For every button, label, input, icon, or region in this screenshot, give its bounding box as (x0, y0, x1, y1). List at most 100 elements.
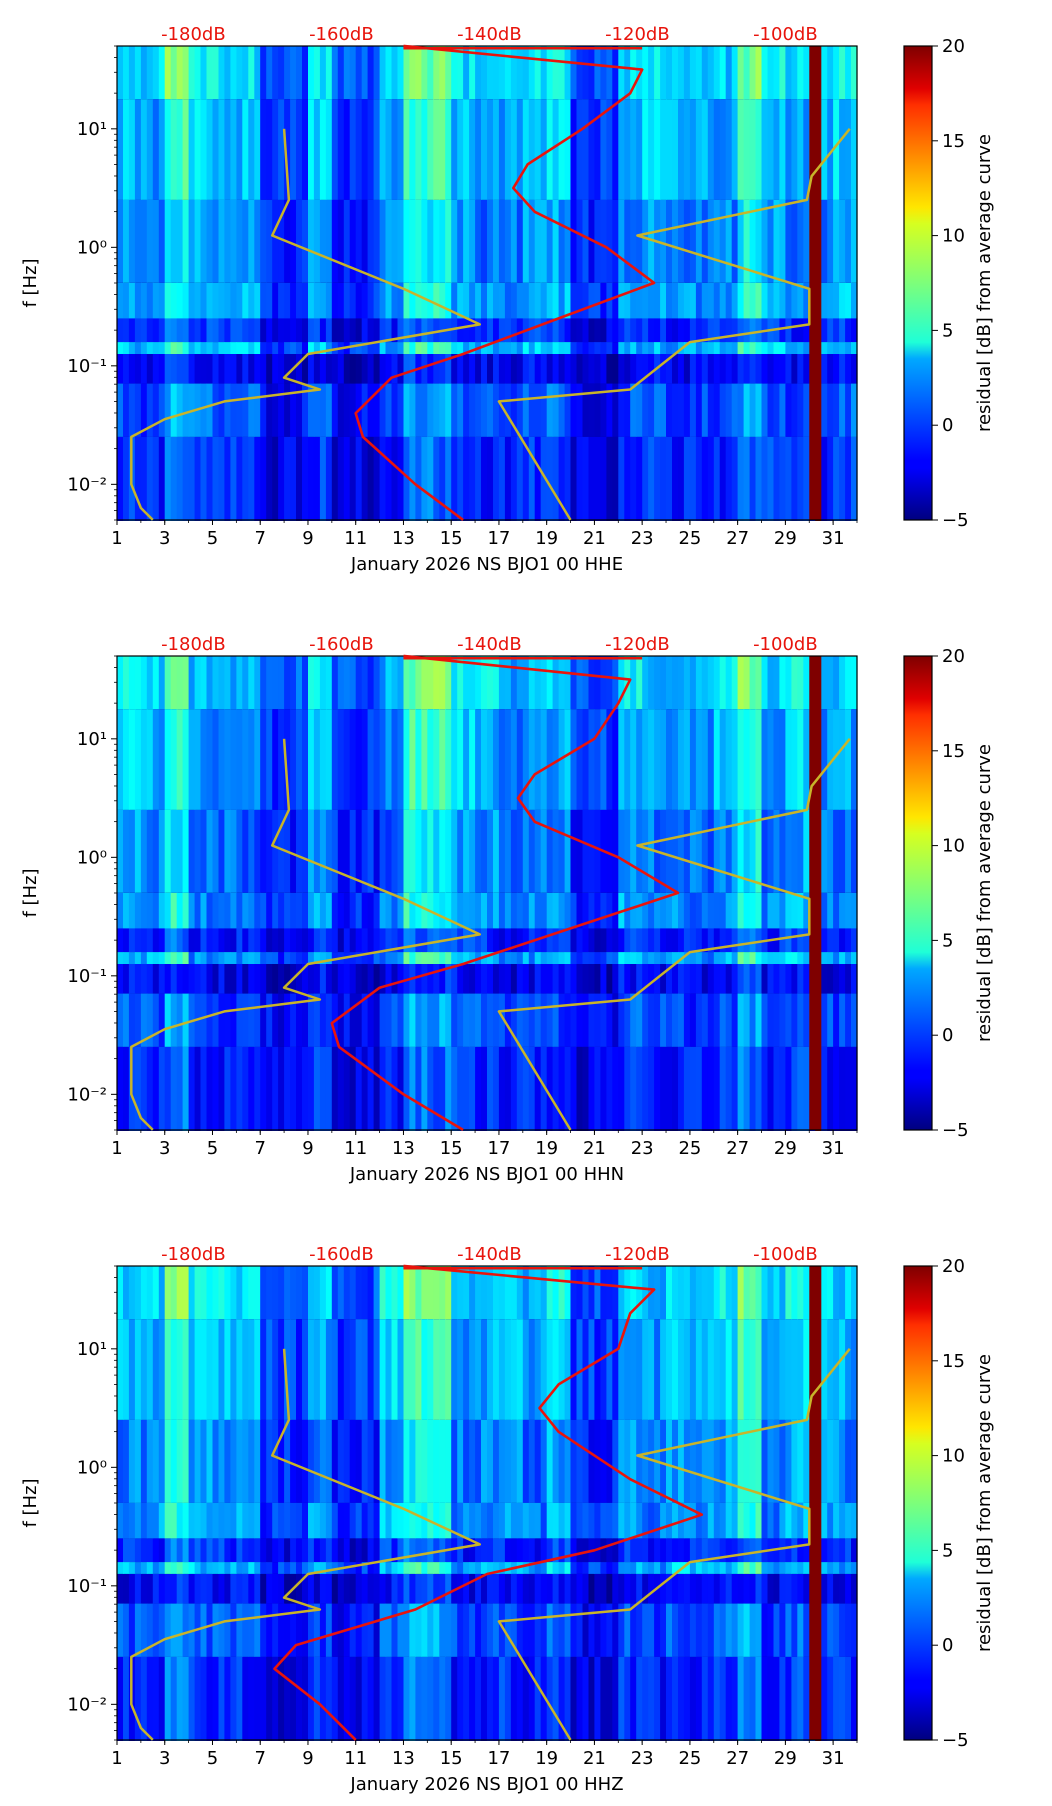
median-psd-curve (354, 44, 656, 521)
heatmap-cell (851, 709, 858, 810)
heatmap-cell (463, 1419, 470, 1503)
heatmap-cell (367, 45, 375, 100)
heatmap-cell (558, 436, 566, 521)
heatmap-cell (313, 928, 321, 953)
heatmap-cell (713, 655, 721, 710)
heatmap-cell (755, 342, 763, 354)
heatmap-cell (672, 993, 679, 1047)
heatmap-cell (296, 1603, 303, 1657)
heatmap-cell (391, 1562, 399, 1574)
heatmap-cell (761, 1656, 769, 1741)
heatmap-cell (791, 436, 798, 521)
heatmap-cell (296, 45, 303, 100)
heatmap-cell (779, 928, 786, 953)
heatmap-cell (707, 1319, 715, 1420)
heatmap-cell (361, 318, 369, 343)
heatmap-cell (618, 809, 625, 893)
heatmap-cell (588, 318, 596, 343)
heatmap-cell (146, 1562, 154, 1574)
heatmap-cell (600, 342, 607, 354)
heatmap-cell (379, 354, 387, 384)
x-tick-label: 11 (344, 1138, 367, 1159)
heatmap-cell (212, 99, 220, 200)
heatmap-cell (522, 1319, 530, 1420)
heatmap-cell (498, 282, 506, 319)
heatmap-cell (594, 1502, 601, 1539)
heatmap-cell (170, 892, 178, 929)
heatmap-cell (701, 809, 709, 893)
heatmap-cell (146, 1574, 154, 1604)
heatmap-cell (618, 1574, 625, 1604)
heatmap-cell (409, 1562, 416, 1574)
heatmap-cell (570, 1046, 578, 1131)
heatmap-cell (767, 1656, 775, 1741)
heatmap-cell (343, 1502, 351, 1539)
heatmap-cell (355, 952, 363, 964)
heatmap-cell (242, 342, 249, 354)
heatmap-cell (355, 342, 363, 354)
heatmap-cell (415, 199, 422, 283)
heatmap-cell (773, 809, 781, 893)
heatmap-cell (642, 436, 649, 521)
heatmap-cell (182, 993, 190, 1047)
heatmap-cell (158, 1656, 166, 1741)
heatmap-cell (528, 1046, 536, 1131)
heatmap-cell (421, 342, 428, 354)
heatmap-cell (510, 1502, 518, 1539)
heatmap-cell (373, 354, 381, 384)
heatmap-cell (319, 1656, 327, 1741)
heatmap-cell (666, 1046, 673, 1131)
heatmap-cell (648, 964, 655, 994)
heatmap-cell (833, 1265, 840, 1320)
heatmap-cell (445, 99, 452, 200)
heatmap-cell (487, 1562, 494, 1574)
heatmap-cell (445, 354, 452, 384)
heatmap-cell (845, 1538, 852, 1563)
heatmap-cell (534, 809, 542, 893)
heatmap-cell (373, 436, 381, 521)
heatmap-cell (588, 993, 596, 1047)
heatmap-cell (206, 1574, 214, 1604)
heatmap-cell (290, 342, 297, 354)
heatmap-cell (313, 952, 321, 964)
heatmap-cell (248, 342, 255, 354)
heatmap-cell (421, 709, 428, 810)
heatmap-cell (164, 1502, 172, 1539)
heatmap-cell (403, 199, 411, 283)
heatmap-cell (373, 199, 381, 283)
heatmap-cell (600, 928, 607, 953)
heatmap-cell (612, 1562, 619, 1574)
heatmap-cell (284, 1502, 291, 1539)
heatmap-cell (713, 99, 721, 200)
heatmap-cell (284, 318, 291, 343)
heatmap-cell (707, 964, 715, 994)
heatmap-cell (182, 199, 190, 283)
heatmap-cell (188, 1656, 196, 1741)
heatmap-cell (737, 709, 745, 810)
x-tick-label: 5 (207, 1748, 218, 1769)
heatmap-cell (397, 1574, 405, 1604)
heatmap-cell (713, 1656, 721, 1741)
heatmap-cell (415, 892, 422, 929)
heatmap-cell (469, 1574, 476, 1604)
heatmap-cell (248, 1538, 255, 1563)
heatmap-cell (755, 1603, 763, 1657)
heatmap-cell (552, 1265, 560, 1320)
heatmap-cell (504, 1419, 512, 1503)
heatmap-cell (719, 993, 727, 1047)
heatmap-cell (230, 1319, 237, 1420)
heatmap-cell (761, 1419, 769, 1503)
heatmap-cell (773, 342, 781, 354)
heatmap-cell (475, 892, 482, 929)
heatmap-cell (683, 1538, 691, 1563)
heatmap-cell (767, 892, 775, 929)
heatmap-cell (504, 1502, 512, 1539)
heatmap-cell (415, 1046, 422, 1131)
heatmap-cell (719, 1562, 727, 1574)
heatmap-cell (588, 99, 596, 200)
heatmap-cell (313, 282, 321, 319)
heatmap-cell (481, 318, 488, 343)
heatmap-cell (851, 436, 858, 521)
heatmap-cell (624, 1656, 631, 1741)
heatmap-cell (827, 928, 834, 953)
